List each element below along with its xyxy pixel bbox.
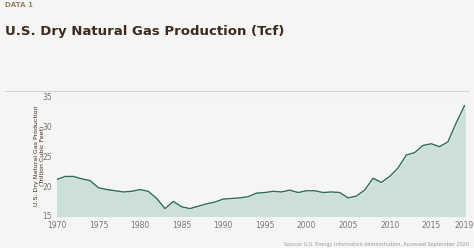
Y-axis label: U.S. Dry Natural Gas Production
(Trillion Cubic Feet): U.S. Dry Natural Gas Production (Trillio… — [34, 106, 46, 207]
Text: DATA 1: DATA 1 — [5, 2, 33, 8]
Text: U.S. Dry Natural Gas Production (Tcf): U.S. Dry Natural Gas Production (Tcf) — [5, 25, 284, 38]
Text: Source: U.S. Energy Information Administration, Accessed September 2020: Source: U.S. Energy Information Administ… — [284, 242, 469, 247]
